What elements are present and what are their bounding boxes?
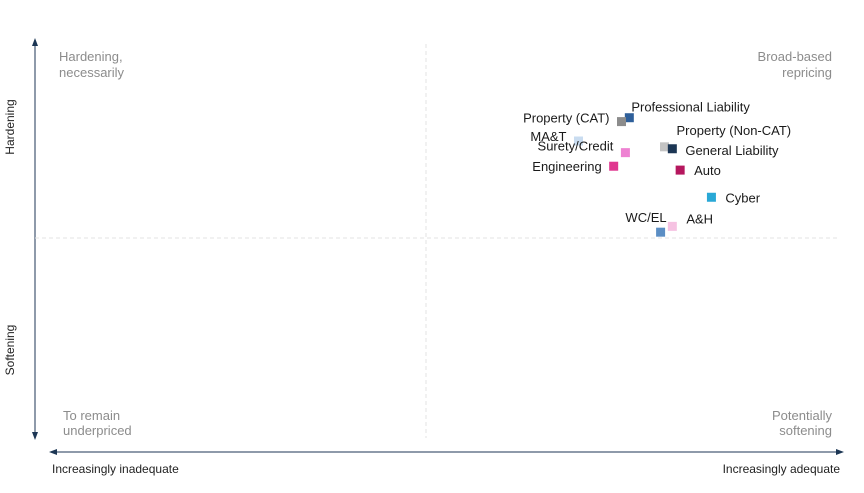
point-marker <box>620 148 630 158</box>
point-marker <box>667 144 677 154</box>
quadrant-bottom-left-line1: To remain <box>63 408 120 423</box>
quadrant-top-right-line2: repricing <box>782 65 832 80</box>
point-marker <box>617 117 626 127</box>
quadrant-top-right-line1: Broad-based <box>758 49 832 64</box>
point-marker <box>573 136 583 146</box>
quadrant-top-left-line2: necessarily <box>59 65 125 80</box>
quadrant-bottom-right-line2: softening <box>779 423 832 438</box>
point-label: WC/EL <box>625 210 666 225</box>
y-axis-title-bottom: Softening <box>3 325 17 376</box>
point-marker <box>675 165 685 175</box>
point-label: A&H <box>686 211 713 226</box>
x-axis-arrow-left <box>49 449 57 455</box>
point-label: Surety/Credit <box>538 139 614 154</box>
y-axis-arrow-up <box>32 38 38 46</box>
y-axis-arrow-down <box>32 432 38 440</box>
point-label: MA&T <box>530 129 566 144</box>
point-marker <box>624 113 634 123</box>
point-label: Property (Non-CAT) <box>677 123 792 138</box>
point-label: Property (CAT) <box>523 111 609 126</box>
point-label: Cyber <box>725 190 760 205</box>
point-marker <box>667 221 677 231</box>
point-marker <box>706 192 716 202</box>
quadrant-bottom-right-line1: Potentially <box>772 408 832 423</box>
point-label: Engineering <box>532 159 601 174</box>
point-marker <box>656 227 666 237</box>
x-axis-title-right: Increasingly adequate <box>723 462 841 476</box>
quadrant-top-left-line1: Hardening, <box>59 49 123 64</box>
x-axis-arrow-right <box>836 449 844 455</box>
data-points: Professional Liability Property (CAT) MA&T… <box>523 100 791 237</box>
x-axis-title-left: Increasingly inadequate <box>52 462 179 476</box>
point-marker <box>660 142 670 152</box>
point-marker <box>609 161 619 171</box>
point-label: Auto <box>694 163 721 178</box>
quadrant-bottom-left-line2: underpriced <box>63 423 132 438</box>
point-label: Professional Liability <box>631 100 750 115</box>
point-label: General Liability <box>685 143 779 158</box>
y-axis-title-top: Hardening <box>3 99 17 154</box>
